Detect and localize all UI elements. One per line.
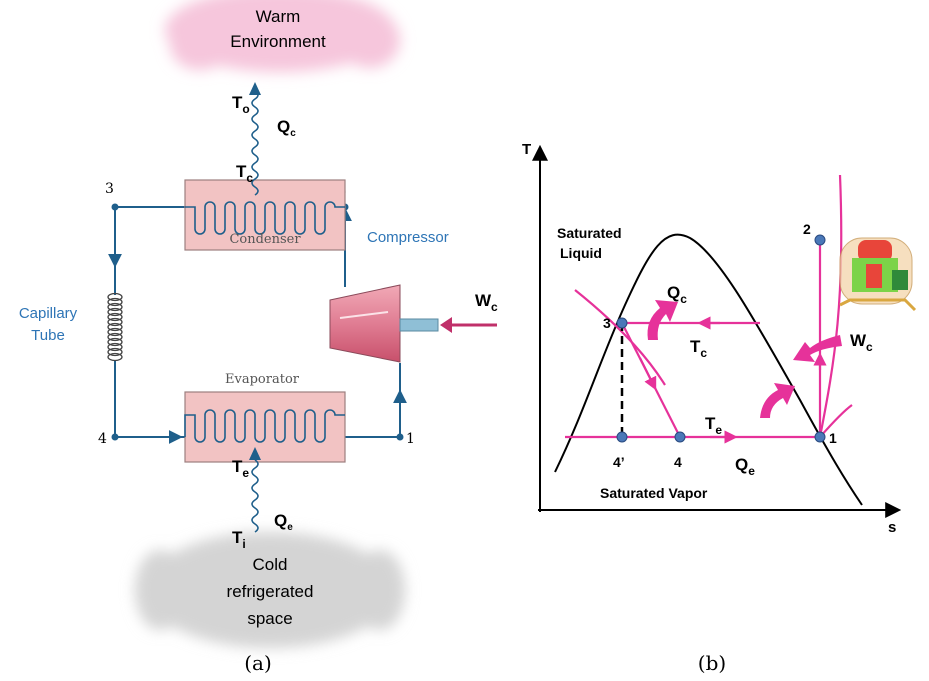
- cold-label: space: [247, 609, 292, 628]
- symbol: Te: [705, 414, 722, 437]
- figure: Warm Environment Cold refrigerated space…: [0, 0, 929, 681]
- symbol: Qe: [735, 455, 755, 478]
- point-label: 4: [674, 454, 682, 470]
- symbol: Wc: [475, 291, 498, 314]
- symbol-main: W: [475, 291, 492, 310]
- node-label: 3: [105, 181, 114, 197]
- symbol-sub: e: [242, 466, 249, 480]
- symbol: Tc: [690, 337, 707, 360]
- node-label: 4: [98, 431, 107, 447]
- symbol-main: Q: [277, 117, 290, 136]
- symbol-main: T: [690, 337, 701, 356]
- symbol-sub: c: [680, 292, 687, 306]
- point-label: 1: [829, 430, 837, 446]
- warm-label: Environment: [230, 32, 326, 51]
- symbol: Qe: [274, 511, 293, 533]
- heat-arrows: [648, 300, 843, 418]
- caption: (a): [244, 651, 272, 675]
- warm-label: Warm: [256, 7, 301, 26]
- symbol-sub: i: [242, 537, 245, 551]
- caption: (b): [698, 651, 726, 675]
- shaft: [400, 319, 438, 331]
- symbol-sub: c: [491, 300, 498, 314]
- capillary-label: Capillary: [19, 305, 78, 322]
- condenser-label: Condenser: [229, 232, 301, 247]
- dome-label: Liquid: [560, 245, 602, 261]
- work-arrowhead: [440, 317, 452, 333]
- symbol-sub: e: [715, 423, 722, 437]
- point-label: 4’: [613, 454, 625, 470]
- heat-out-arrowhead: [249, 82, 261, 95]
- symbol-main: Q: [274, 511, 287, 530]
- axis-label: T: [522, 141, 531, 158]
- cycle: [565, 175, 852, 437]
- symbol-main: T: [705, 414, 716, 433]
- symbol-sub: c: [246, 171, 253, 185]
- dome-label: Saturated Vapor: [600, 485, 708, 501]
- capillary-label: Tube: [31, 327, 65, 344]
- compressor-illustration: [840, 238, 915, 310]
- symbol-main: T: [232, 93, 243, 112]
- symbol-main: T: [232, 528, 243, 547]
- symbol-sub: c: [700, 346, 707, 360]
- axis-label: s: [888, 519, 896, 536]
- saturation-dome: [555, 235, 862, 505]
- symbol-sub: c: [290, 128, 296, 139]
- symbol-main: Q: [735, 455, 748, 474]
- symbol-sub: e: [748, 464, 755, 478]
- symbol-main: T: [236, 162, 247, 181]
- cold-label: Cold: [253, 555, 288, 574]
- symbol-main: T: [232, 457, 243, 476]
- symbol: Wc: [850, 331, 873, 354]
- symbol-main: W: [850, 331, 867, 350]
- capillary-coil: [108, 294, 122, 361]
- point-label: 3: [603, 315, 611, 331]
- symbol: To: [232, 93, 250, 116]
- evaporator-label: Evaporator: [225, 372, 300, 387]
- node-label: 1: [406, 431, 415, 447]
- symbol-sub: o: [242, 102, 249, 116]
- compressor-label: Compressor: [367, 229, 449, 246]
- heat-in: [252, 460, 258, 532]
- dome-label: Saturated: [557, 225, 622, 241]
- symbol-sub: e: [287, 522, 293, 533]
- symbol-main: Q: [667, 283, 680, 302]
- cold-label: refrigerated: [227, 582, 314, 601]
- point-label: 2: [803, 221, 811, 237]
- coil-turn: [108, 354, 122, 361]
- symbol: Qc: [277, 117, 296, 139]
- symbol-sub: c: [866, 340, 873, 354]
- compressor: [330, 285, 400, 362]
